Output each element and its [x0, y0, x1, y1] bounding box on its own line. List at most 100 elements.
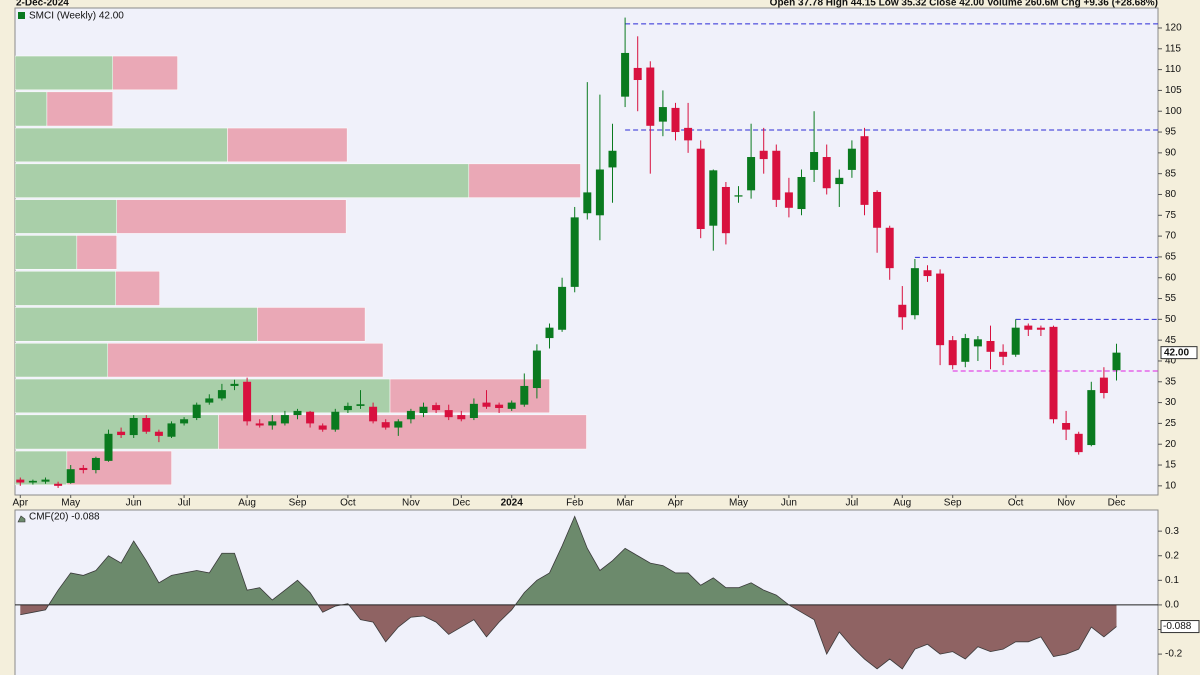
volume-up-bar [15, 307, 258, 342]
y-tick-label: 95 [1165, 127, 1177, 138]
legend-icon [17, 515, 26, 523]
candle-body [671, 107, 680, 133]
candle-body [469, 403, 478, 418]
legend: SMCI (Weekly) 42.00 [29, 11, 124, 22]
x-tick-label: May [729, 498, 748, 509]
volume-down-bar [46, 91, 113, 127]
candle-body [180, 419, 189, 424]
candle-body [1074, 433, 1083, 453]
volume-up-bar [15, 55, 113, 91]
x-tick-label: Apr [668, 498, 684, 509]
x-tick-label: Oct [1008, 498, 1024, 509]
candle-body [268, 421, 277, 426]
candle-body [684, 127, 693, 141]
candle-body [898, 304, 907, 318]
candle-body [1024, 325, 1033, 330]
y-tick-label: 70 [1165, 231, 1177, 242]
volume-up-bar [15, 127, 228, 163]
y-tick-label: 35 [1165, 376, 1177, 387]
candle-body [217, 390, 226, 399]
last-value-label: -0.088 [1163, 621, 1192, 632]
y-tick-label: 55 [1165, 293, 1177, 304]
volume-down-bar [115, 270, 160, 306]
candle-body [142, 417, 151, 432]
volume-up-bar [15, 163, 470, 198]
candle-body [696, 148, 705, 230]
volume-up-bar [15, 270, 116, 306]
quote: Open 37.78 High 44.15 Low 35.32 Close 42… [770, 0, 1158, 9]
candle-body [835, 177, 844, 185]
y-tick-label: 0.1 [1165, 575, 1179, 586]
volume-up-bar [15, 199, 117, 234]
y-tick-label: 25 [1165, 418, 1177, 429]
volume-down-bar [257, 307, 366, 342]
candle-body [331, 411, 340, 430]
volume-down-bar [112, 55, 178, 91]
y-tick-label: 110 [1165, 64, 1181, 75]
candle-body [507, 402, 516, 409]
candle-body [419, 406, 428, 414]
candle-body [205, 398, 214, 403]
candle-body [1062, 422, 1071, 430]
y-tick-label: 0.3 [1165, 526, 1179, 537]
y-tick-label: 45 [1165, 335, 1177, 346]
candle-body [406, 410, 415, 420]
y-tick-label: 100 [1165, 106, 1182, 117]
x-tick-label: Sep [944, 498, 962, 509]
y-tick-label: 105 [1165, 85, 1182, 96]
x-tick-label: Dec [1108, 498, 1126, 509]
candle-body [936, 273, 945, 346]
candle-body [973, 339, 982, 347]
candle-body [797, 176, 806, 210]
legend-icon [18, 12, 25, 19]
candle-body [16, 479, 25, 483]
price-panel [14, 7, 1159, 496]
candle-body [1087, 390, 1096, 446]
candle-body [847, 148, 856, 170]
candle-body [532, 350, 541, 389]
candle-body [520, 385, 529, 405]
candle-body [961, 338, 970, 362]
last-value-label: 42.00 [1164, 347, 1189, 358]
plot-area [15, 515, 1158, 670]
candle-body [293, 410, 302, 416]
candle-body [306, 411, 315, 424]
candle-body [230, 383, 239, 386]
x-tick-label: Sep [289, 498, 307, 509]
candle-body [117, 431, 126, 436]
candle-body [255, 423, 264, 426]
candle-body [923, 270, 932, 277]
x-tick-label: 2024 [501, 498, 524, 509]
candle-body [192, 404, 201, 418]
candle-body [457, 415, 466, 420]
volume-down-bar [218, 414, 587, 450]
candle-body [66, 469, 75, 483]
x-tick-label: Nov [402, 498, 420, 509]
last-value-box [1160, 620, 1200, 634]
cmf-line [20, 515, 1117, 670]
volume-down-bar [66, 450, 172, 486]
candle-body [948, 340, 957, 366]
candle-body [394, 421, 403, 428]
volume-up-bar [15, 235, 78, 270]
candle-body [129, 417, 138, 436]
candle-body [54, 483, 63, 486]
y-tick-label: 15 [1165, 460, 1177, 471]
y-tick-label: 50 [1165, 314, 1177, 325]
candle-body [1049, 326, 1058, 420]
x-tick-label: Aug [238, 498, 256, 509]
x-tick-label: Feb [566, 498, 584, 509]
y-tick-label: -0.2 [1165, 649, 1183, 660]
candle-body [633, 67, 642, 81]
candle-body [646, 67, 655, 126]
y-tick-label: 10 [1165, 480, 1177, 491]
volume-up-bar [15, 91, 48, 127]
x-tick-label: Jun [781, 498, 797, 509]
candle-body [595, 169, 604, 216]
candle-body [570, 217, 579, 287]
candle-body [356, 404, 365, 406]
x-tick-label: May [61, 498, 80, 509]
candle-body [721, 186, 730, 234]
candle-body [822, 157, 831, 189]
candle-body [545, 327, 554, 339]
